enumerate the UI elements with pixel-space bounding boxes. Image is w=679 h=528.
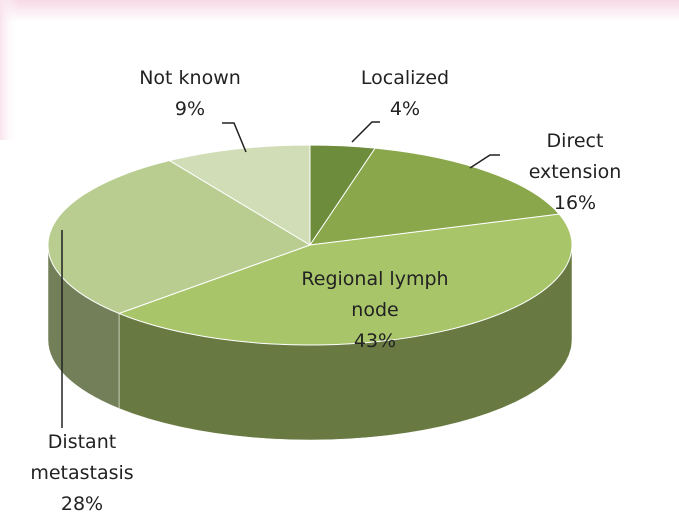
- value-label: 43%: [353, 330, 397, 352]
- leader-line: [469, 154, 500, 169]
- category-label: Localized: [360, 67, 450, 89]
- data-label: Regional lymph node 43%: [290, 264, 460, 357]
- leaders: [61, 121, 500, 428]
- slice: [308, 147, 561, 246]
- category-label: Regional lymph node: [301, 268, 449, 321]
- leader-line: [222, 122, 247, 153]
- category-label: Not known: [139, 67, 241, 89]
- value-label: 28%: [60, 493, 104, 515]
- data-label: Localized 4%: [340, 63, 470, 125]
- value-label: 4%: [389, 98, 421, 120]
- category-label: Direct extension: [528, 130, 622, 183]
- data-label: Not known 9%: [120, 63, 260, 125]
- category-label: Distant metastasis: [30, 431, 134, 484]
- pie: [47, 144, 573, 441]
- data-label: Direct extension 16%: [510, 126, 640, 219]
- side-band: [0, 0, 18, 140]
- leader-line: [351, 121, 380, 143]
- data-label: Distant metastasis 28%: [2, 427, 162, 520]
- slice: [168, 144, 311, 246]
- value-label: 16%: [553, 192, 597, 214]
- slice: [47, 160, 312, 314]
- value-label: 9%: [174, 98, 206, 120]
- header-band: [0, 0, 679, 22]
- slice: [117, 213, 573, 346]
